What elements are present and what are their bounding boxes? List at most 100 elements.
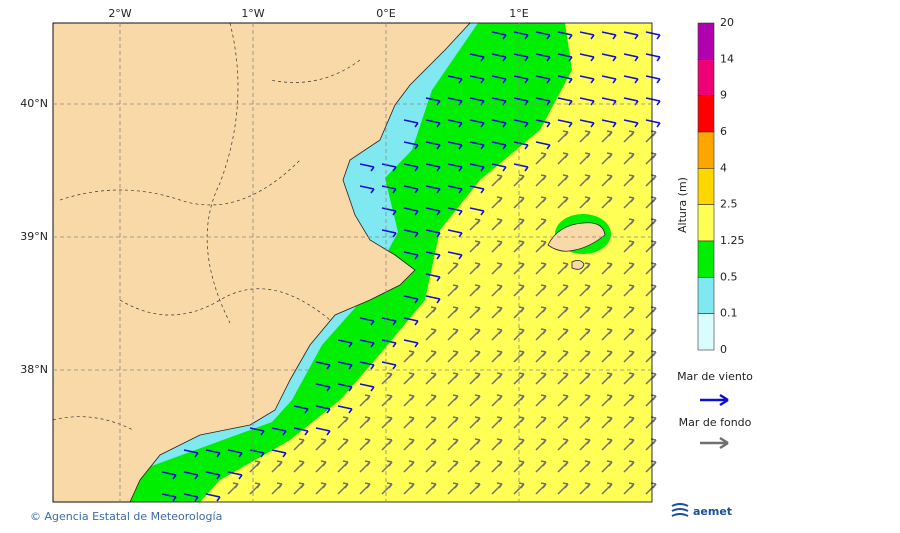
wave-arrow [469,163,485,172]
wave-arrow [579,284,591,297]
wave-arrow [535,482,547,495]
wave-arrow [579,460,591,473]
wave-arrow [359,394,371,407]
wave-arrow [535,416,547,429]
wave-arrow [645,31,661,40]
wave-arrow [403,350,415,363]
colorbar-band [697,59,715,96]
wave-arrow [447,460,459,473]
y-axis-label: 39°N [20,230,48,243]
wave-arrow [271,427,287,436]
wave-arrow [425,119,441,128]
wave-arrow [601,438,613,451]
map-frame [52,22,653,503]
wave-arrow [359,317,375,326]
wave-arrow [491,53,507,62]
wave-arrow [381,482,393,495]
wave-arrow [557,130,569,143]
wave-arrow [601,262,613,275]
wave-arrow [513,196,525,209]
logo-icon [671,503,689,517]
wave-arrow [337,460,349,473]
wave-arrow [557,416,569,429]
wind-sea-label: Mar de viento [677,370,753,383]
wave-arrow [623,394,635,407]
wave-arrow [293,405,309,414]
wave-arrow [535,75,551,84]
wave-arrow [513,119,529,128]
wave-arrow [623,328,635,341]
colorbar-label: 0 [720,343,727,356]
wave-arrow [447,284,459,297]
wave-arrow [403,141,419,150]
wave-arrow [469,328,481,341]
wave-arrow [579,306,591,319]
wave-arrow [359,416,371,429]
wave-arrow [557,97,573,106]
wave-arrow [293,427,309,436]
wave-arrow [623,75,639,84]
wave-arrow [359,383,375,392]
wave-arrow [315,482,327,495]
wave-arrow [403,185,419,194]
wave-arrow [469,482,481,495]
wave-arrow [557,438,569,451]
wave-arrow [425,229,441,238]
wave-arrow [469,262,481,275]
wave-arrow [425,163,441,172]
wave-arrow [535,350,547,363]
wave-arrow [447,119,463,128]
wave-arrow [381,207,397,216]
wave-arrow [469,350,481,363]
wave-arrow [469,207,485,216]
wave-arrow [381,229,397,238]
wave-arrow [579,328,591,341]
wave-arrow [469,119,485,128]
wave-arrow [161,493,177,502]
wave-arrow [227,471,243,480]
wave-arrow [469,416,481,429]
wave-arrow [557,372,569,385]
wave-arrow [469,372,481,385]
wave-arrow [535,262,547,275]
wave-arrow [183,449,199,458]
wind-sea-arrow [700,393,729,407]
wave-arrow [425,273,441,282]
wave-arrow [205,449,221,458]
wave-arrow [535,372,547,385]
wave-arrow [425,295,441,304]
wave-arrow [601,119,617,128]
wave-arrow [491,394,503,407]
wave-arrow [491,460,503,473]
wave-arrow [403,251,419,260]
x-axis-label: 1°E [509,7,528,20]
wave-arrow [381,163,397,172]
colorbar-label: 4 [720,161,727,174]
colorbar-band [697,22,715,60]
wave-arrow [183,471,199,480]
wave-arrow [557,31,573,40]
wave-arrow [447,207,463,216]
x-axis-label: 0°E [376,7,395,20]
wave-arrow [491,196,503,209]
wave-arrow [425,97,441,106]
wave-arrow [425,141,441,150]
wave-arrow [161,471,177,480]
wave-arrow [535,460,547,473]
wave-arrow [491,416,503,429]
wave-arrow [381,372,393,385]
wave-arrows [161,31,661,502]
wave-arrow [579,119,595,128]
wave-arrow [381,185,397,194]
wave-arrow [623,174,635,187]
wave-arrow [359,361,375,370]
wave-arrow [491,306,503,319]
wave-arrow [491,438,503,451]
colorbar-band [697,204,715,242]
wave-arrow [315,361,331,370]
wave-arrow [535,119,551,128]
wave-arrow [601,130,613,143]
wave-arrow [337,361,353,370]
wave-arrow [469,306,481,319]
